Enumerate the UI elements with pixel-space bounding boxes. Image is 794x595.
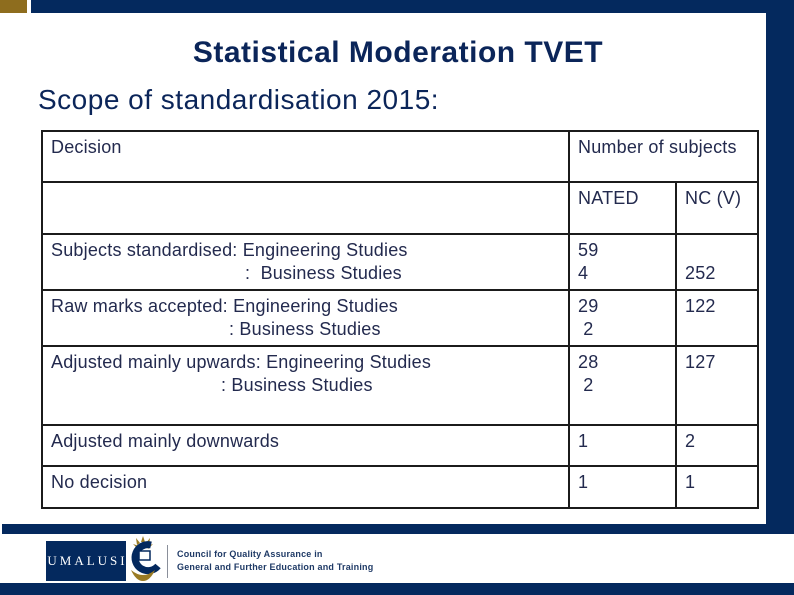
slide-title: Statistical Moderation TVET: [192, 36, 604, 69]
umalusi-emblem-icon: [131, 536, 161, 581]
gold-accent-square: [0, 0, 27, 13]
decision-line1: Adjusted mainly downwards: [51, 431, 280, 451]
moderation-table: Decision Number of subjects NATED NC (V)…: [41, 130, 760, 509]
umalusi-logo-text: UMALUSI: [47, 553, 128, 568]
ncv-value-cell: 122: [674, 289, 760, 347]
nated-value-cell: 59 4: [568, 233, 677, 291]
decision-line1: Subjects standardised: Engineering Studi…: [51, 240, 408, 260]
ncv-value-cell: 1: [674, 465, 760, 509]
table-row: Adjusted mainly upwards: Engineering Stu…: [41, 345, 760, 426]
decision-cell: Subjects standardised: Engineering Studi…: [41, 233, 570, 291]
decision-line1: No decision: [51, 472, 148, 492]
nated-value-cell: 28 2: [568, 345, 677, 426]
umalusi-logo: UMALUSI: [46, 541, 126, 581]
ncv-header-cell: NC (V): [674, 181, 760, 235]
decision-line1: Adjusted mainly upwards: Engineering Stu…: [51, 352, 432, 372]
right-navy-band: [766, 0, 794, 533]
top-navy-bar: [31, 0, 794, 13]
decision-cell: Adjusted mainly upwards: Engineering Stu…: [41, 345, 570, 426]
ncv-value-cell: 252: [674, 233, 760, 291]
table-row: No decision 1 1: [41, 465, 760, 509]
nated-value-cell: 1: [568, 465, 677, 509]
decision-cell: Adjusted mainly downwards: [41, 424, 570, 467]
decision-line2: : Business Studies: [221, 375, 373, 395]
footer-accent-line: [2, 524, 794, 534]
decision-cell: No decision: [41, 465, 570, 509]
table-row: Raw marks accepted: Engineering Studies …: [41, 289, 760, 347]
slide-subtitle: Scope of standardisation 2015:: [38, 84, 440, 115]
empty-header-cell: [41, 181, 570, 235]
table-row: Subjects standardised: Engineering Studi…: [41, 233, 760, 291]
decision-line2: : Business Studies: [229, 319, 381, 339]
decision-line1: Raw marks accepted: Engineering Studies: [51, 296, 398, 316]
nated-header-cell: NATED: [568, 181, 677, 235]
org-line2: General and Further Education and Traini…: [177, 562, 374, 572]
decision-line2: : Business Studies: [245, 263, 402, 283]
table-row: Adjusted mainly downwards 1 2: [41, 424, 760, 467]
ncv-value-cell: 2: [674, 424, 760, 467]
table-header-row-1: Decision Number of subjects: [41, 130, 760, 183]
org-description: Council for Quality Assurance in General…: [177, 548, 373, 574]
decision-header-cell: Decision: [41, 130, 570, 183]
table-header-row-2: NATED NC (V): [41, 181, 760, 235]
decision-cell: Raw marks accepted: Engineering Studies …: [41, 289, 570, 347]
nated-value-cell: 1: [568, 424, 677, 467]
number-of-subjects-header-cell: Number of subjects: [567, 130, 760, 183]
footer-divider: [167, 545, 168, 578]
bottom-navy-bar: [0, 583, 794, 595]
ncv-value-cell: 127: [674, 345, 760, 426]
org-line1: Council for Quality Assurance in: [177, 549, 323, 559]
nated-value-cell: 29 2: [568, 289, 677, 347]
